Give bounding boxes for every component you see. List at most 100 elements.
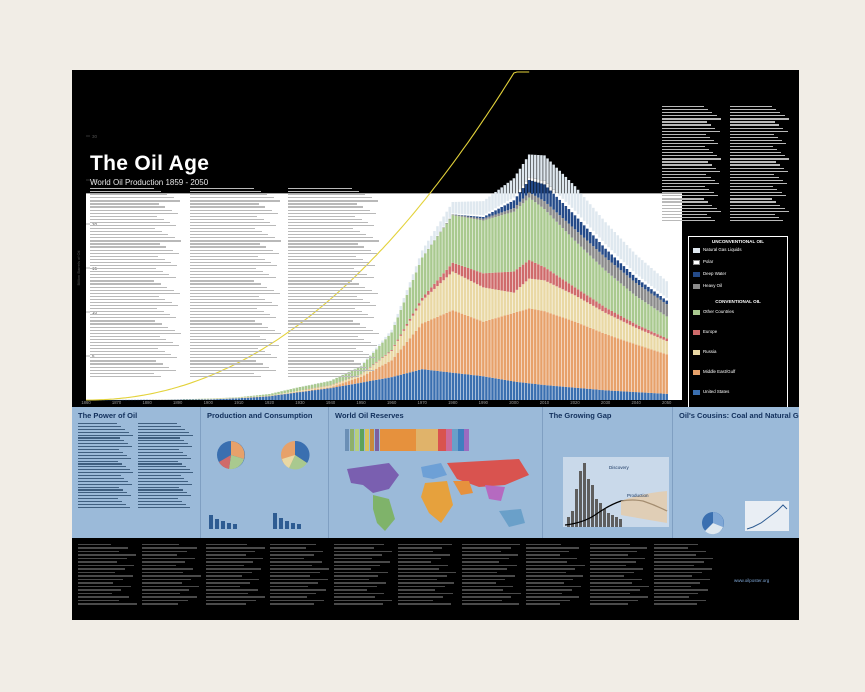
- website-link[interactable]: www.oilposter.org: [734, 578, 770, 583]
- bar-segment: [592, 389, 595, 400]
- bar-segment: [644, 262, 647, 282]
- text-line: [288, 280, 353, 282]
- footer-line: [590, 544, 630, 546]
- footer-line: [398, 564, 449, 567]
- bar-segment: [527, 180, 531, 193]
- bar-segment: [365, 369, 369, 374]
- footer-line: [142, 568, 193, 570]
- x-tick-label: 1990: [479, 400, 489, 405]
- bar-segment: [619, 270, 623, 284]
- text-line: [90, 317, 177, 319]
- text-line: [78, 472, 134, 474]
- footer-line: [398, 554, 451, 556]
- footer-line: [334, 603, 383, 605]
- bar-segment: [662, 353, 665, 394]
- intro-column-2: [190, 188, 282, 379]
- footer-line: [590, 582, 632, 584]
- bar-segment: [387, 352, 390, 354]
- bar-segment: [524, 184, 528, 196]
- bar-segment: [375, 379, 378, 400]
- bar-segment: [619, 391, 623, 400]
- bar-segment: [298, 392, 302, 400]
- bar-segment: [659, 335, 662, 339]
- bar-segment: [203, 399, 207, 400]
- text-line: [190, 344, 280, 347]
- bar-segment: [656, 293, 659, 298]
- bar-segment: [592, 235, 595, 247]
- text-line: [288, 286, 366, 288]
- text-line: [662, 207, 717, 209]
- text-line: [90, 298, 166, 300]
- bar-segment: [512, 271, 516, 293]
- text-line: [730, 167, 784, 169]
- footer-line: [142, 554, 178, 556]
- text-line: [662, 124, 712, 126]
- text-line: [190, 304, 279, 307]
- footer-line: [334, 554, 382, 556]
- bar-segment: [424, 253, 427, 295]
- text-line: [90, 348, 159, 350]
- text-line: [190, 354, 271, 356]
- bar-segment: [530, 278, 534, 310]
- text-line: [90, 221, 171, 224]
- text-line: [78, 454, 127, 456]
- bar-segment: [353, 368, 357, 370]
- bar-segment: [350, 377, 354, 381]
- footer-line: [462, 568, 507, 570]
- bar-segment: [451, 202, 455, 214]
- text-line: [730, 198, 772, 200]
- bar-segment: [558, 170, 561, 196]
- x-tick-label: 2050: [662, 400, 672, 405]
- bar-segment: [445, 211, 448, 223]
- bar-segment: [237, 398, 241, 400]
- text-line: [730, 136, 778, 138]
- bar-segment: [503, 211, 506, 215]
- bar-segment: [448, 311, 451, 373]
- bar-segment: [485, 217, 488, 220]
- footer-line: [526, 557, 577, 560]
- bar-segment: [332, 384, 335, 387]
- footer-line: [206, 554, 246, 556]
- bar-segment: [650, 331, 653, 335]
- bar-segment: [417, 369, 421, 400]
- text-line: [90, 255, 159, 257]
- bar-segment: [368, 371, 372, 382]
- text-line: [730, 192, 782, 194]
- bar-segment: [585, 326, 589, 389]
- bar-segment: [558, 287, 561, 317]
- bar-segment: [457, 216, 461, 265]
- text-line: [662, 158, 722, 160]
- text-line: [730, 109, 777, 111]
- bar-segment: [576, 232, 580, 244]
- top-right-column-1: [662, 106, 722, 223]
- footer-line: [398, 592, 453, 595]
- text-line: [190, 298, 266, 300]
- bar-segment: [552, 193, 555, 210]
- text-line: [730, 164, 780, 166]
- bar-segment: [408, 287, 412, 319]
- bar-segment: [637, 345, 641, 393]
- footer-line: [526, 561, 568, 563]
- text-line: [288, 332, 380, 334]
- panel-production-consumption: Production and Consumption: [200, 407, 328, 538]
- bar-segment: [549, 215, 552, 272]
- bar-segment: [396, 339, 400, 341]
- bar-segment: [402, 329, 406, 331]
- bar-segment: [372, 351, 375, 353]
- bar-segment: [469, 218, 473, 270]
- bar-segment: [598, 237, 601, 242]
- text-line: [730, 201, 777, 203]
- bar-segment: [521, 203, 525, 265]
- bar-segment: [356, 377, 360, 384]
- bar-segment: [399, 334, 403, 336]
- bar-segment: [607, 247, 610, 252]
- bar-segment: [225, 398, 228, 399]
- bar-segment: [558, 386, 561, 400]
- text-line: [138, 475, 181, 477]
- bar-segment: [653, 332, 656, 336]
- text-line: [90, 301, 172, 304]
- bar-segment: [439, 232, 442, 277]
- text-line: [730, 149, 777, 151]
- bar-segment: [479, 320, 482, 376]
- bar-segment: [589, 243, 592, 256]
